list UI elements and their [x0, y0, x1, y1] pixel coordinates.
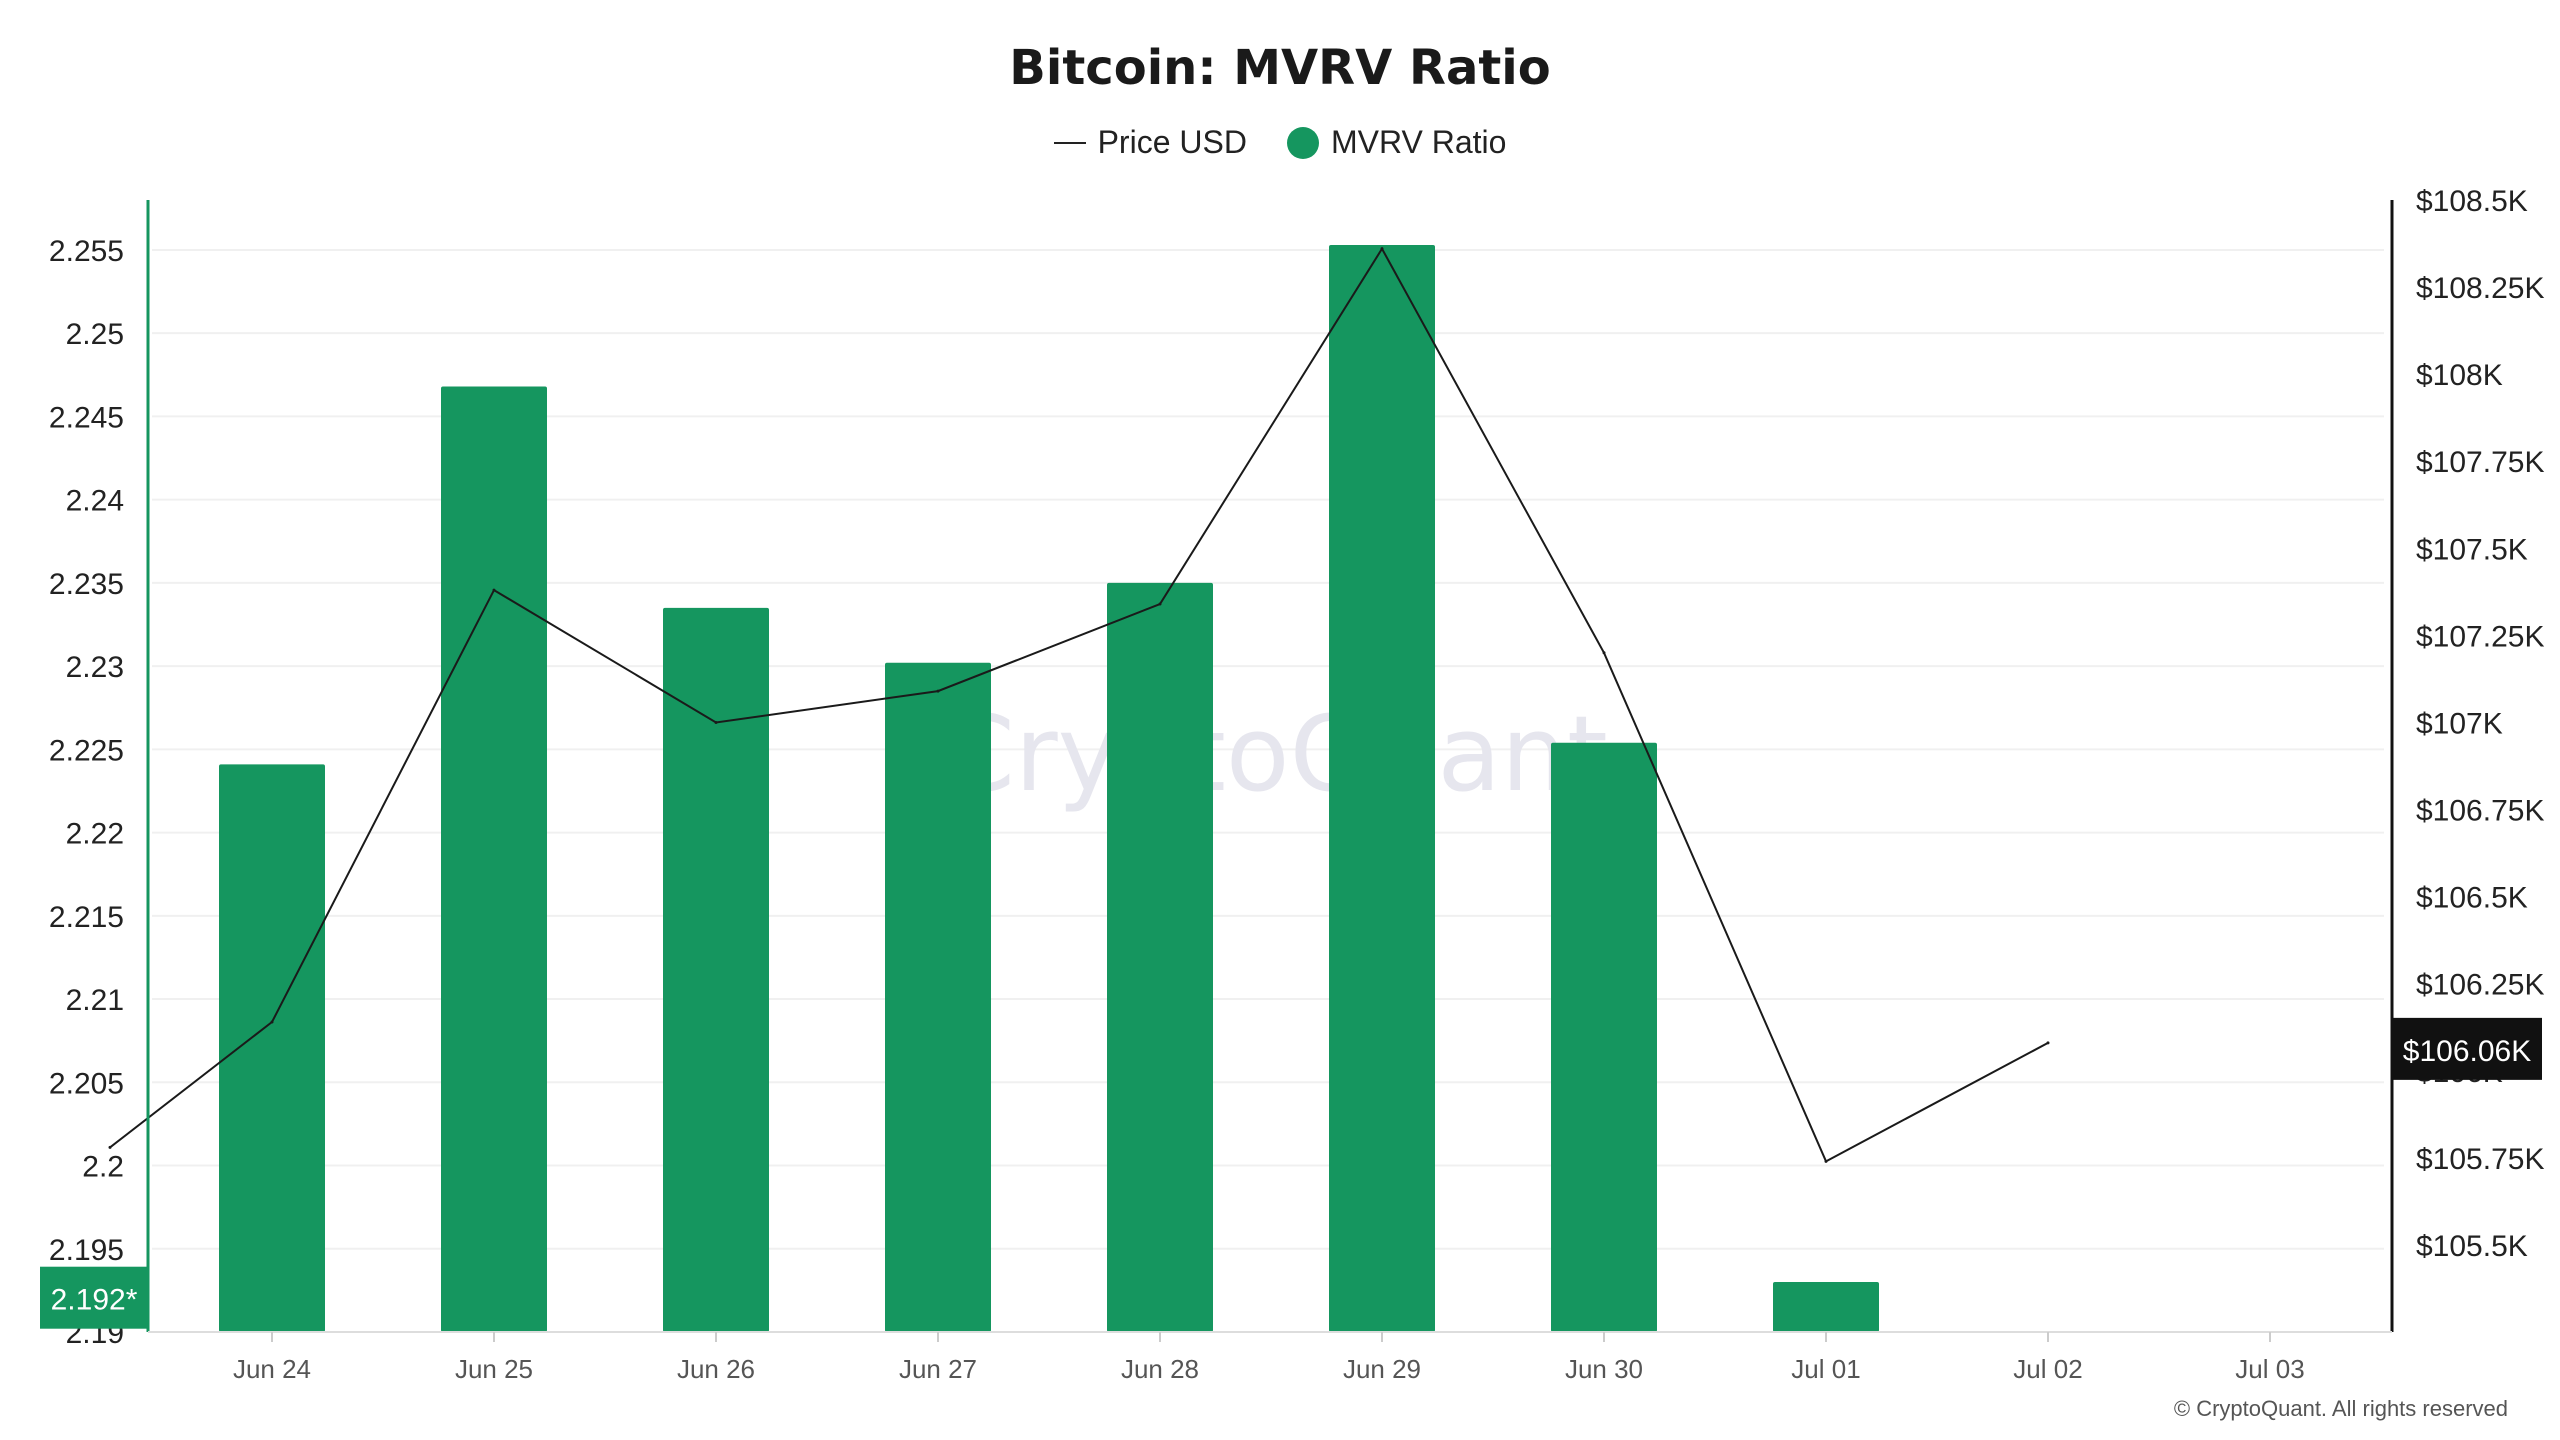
right-tick-label: $106.25K	[2416, 969, 2544, 1002]
mvrv-bar	[1107, 582, 1213, 1332]
mvrv-bar	[663, 607, 769, 1332]
x-tick-label: Jun 28	[1121, 1354, 1199, 1384]
mvrv-bar	[1329, 244, 1435, 1333]
right-tick-label: $107.5K	[2416, 533, 2528, 566]
price-point	[1602, 651, 1606, 655]
mvrv-bar	[1773, 1282, 1879, 1332]
right-tick-label: $108K	[2416, 359, 2503, 392]
price-point	[1380, 247, 1384, 251]
mvrv-bar	[441, 386, 547, 1333]
price-point	[936, 689, 940, 693]
x-tick-label: Jun 27	[899, 1354, 977, 1384]
right-tick-label: $105.75K	[2416, 1143, 2544, 1176]
left-current-value: 2.192*	[51, 1284, 138, 1317]
left-tick-label: 2.24	[66, 485, 124, 518]
left-tick-label: 2.205	[49, 1067, 124, 1100]
left-tick-label: 2.25	[66, 318, 124, 351]
right-tick-label: $106.5K	[2416, 882, 2528, 915]
left-tick-label: 2.245	[49, 401, 124, 434]
right-tick-label: $107.25K	[2416, 620, 2544, 653]
bar-series	[219, 244, 1879, 1333]
left-tick-label: 2.2	[82, 1151, 124, 1184]
right-tick-label: $105.5K	[2416, 1230, 2528, 1263]
right-tick-label: $107K	[2416, 707, 2503, 740]
price-series	[108, 246, 2050, 1163]
right-tick-label: $106.75K	[2416, 795, 2544, 828]
x-tick-label: Jun 29	[1343, 1354, 1421, 1384]
copyright-footer: © CryptoQuant. All rights reserved	[2173, 1396, 2508, 1421]
x-tick-label: Jun 24	[233, 1354, 311, 1384]
left-tick-label: 2.21	[66, 984, 124, 1017]
right-current-badge	[2392, 1017, 2542, 1080]
price-point	[1824, 1159, 1828, 1163]
mvrv-bar	[1551, 742, 1657, 1332]
price-line	[109, 246, 2049, 1163]
x-tick-label: Jun 25	[455, 1354, 533, 1384]
legend-line-icon	[1053, 141, 1086, 144]
legend-label-mvrv: MVRV Ratio	[1330, 124, 1507, 160]
price-point	[714, 720, 718, 724]
price-point	[2046, 1041, 2050, 1045]
x-tick-label: Jun 26	[677, 1354, 755, 1384]
right-current-value: $106.06K	[2403, 1035, 2531, 1068]
price-point	[492, 588, 496, 592]
legend: Price USD MVRV Ratio	[0, 124, 2560, 161]
right-tick-label: $107.75K	[2416, 446, 2544, 479]
mvrv-bar	[219, 764, 325, 1332]
x-tick-label: Jun 30	[1565, 1354, 1643, 1384]
price-point	[1158, 602, 1162, 606]
left-tick-label: 2.225	[49, 734, 124, 767]
left-tick-label: 2.22	[66, 818, 124, 851]
left-tick-label: 2.235	[49, 568, 124, 601]
left-current-badge	[40, 1266, 148, 1329]
legend-item-price[interactable]: Price USD	[1053, 124, 1247, 161]
x-tick-label: Jul 02	[2013, 1354, 2082, 1384]
axis-labels: 2.192.1952.22.2052.212.2152.222.2252.232…	[40, 185, 2544, 1384]
left-tick-label: 2.255	[49, 235, 124, 268]
price-point	[108, 1145, 112, 1149]
legend-dot-icon	[1286, 126, 1319, 159]
x-tick-label: Jul 03	[2235, 1354, 2304, 1384]
axes	[146, 200, 2394, 1342]
right-tick-label: $108.25K	[2416, 272, 2544, 305]
x-tick-label: Jul 01	[1791, 1354, 1860, 1384]
left-tick-label: 2.195	[49, 1234, 124, 1267]
chart-title: Bitcoin: MVRV Ratio	[1009, 40, 1551, 96]
right-tick-label: $108.5K	[2416, 185, 2528, 218]
legend-item-mvrv[interactable]: MVRV Ratio	[1286, 124, 1507, 161]
mvrv-bar	[885, 662, 991, 1332]
left-tick-label: 2.215	[49, 901, 124, 934]
legend-label-price: Price USD	[1097, 124, 1247, 160]
left-tick-label: 2.23	[66, 651, 124, 684]
watermark: CryptoQuant	[942, 693, 1608, 815]
price-point	[270, 1020, 274, 1024]
